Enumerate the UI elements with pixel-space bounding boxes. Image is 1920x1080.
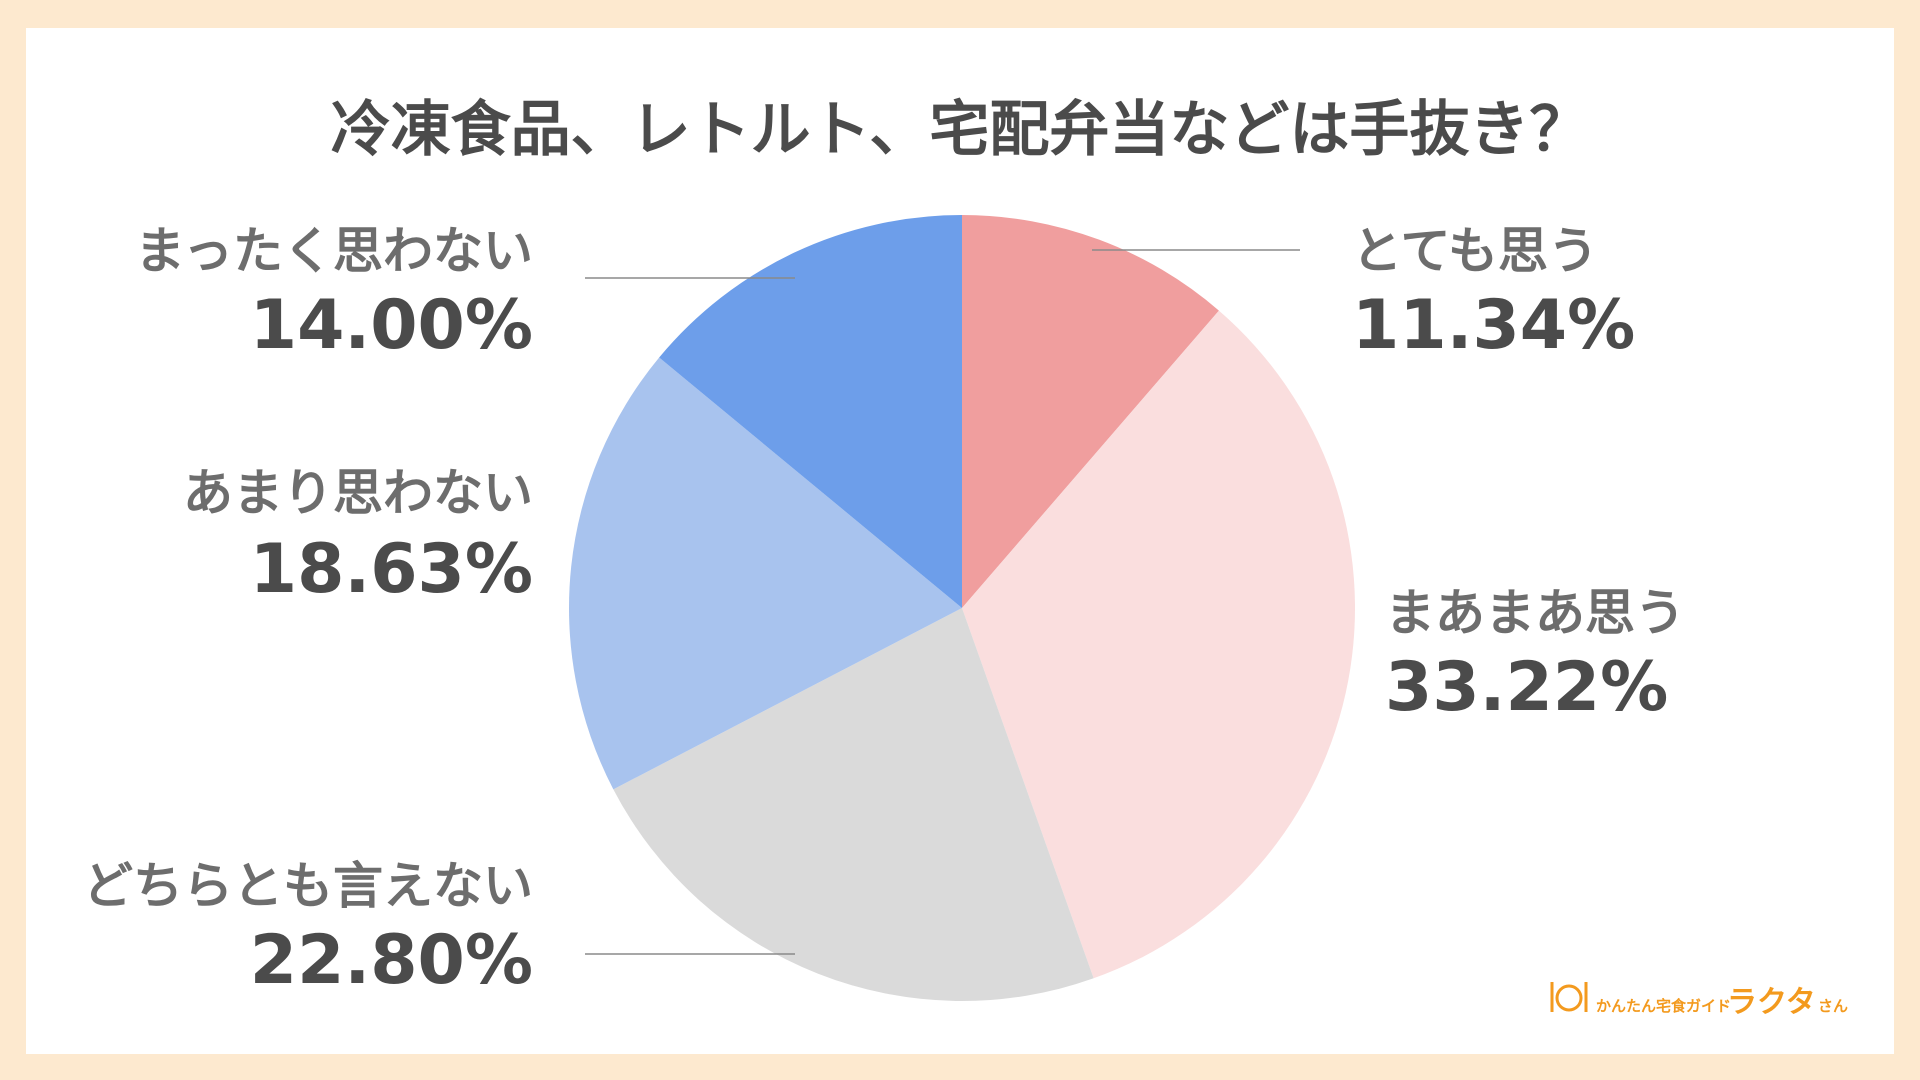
leader-lines [585,249,1300,955]
logo: かんたん宅食ガイド ラクタ さん [1550,982,1848,1020]
pie-slice-5 [659,215,962,608]
slice-value-5: 14.00% [250,286,533,365]
pie-slice-4 [569,357,962,790]
slice-label-1: とても思う [1352,222,1598,280]
chart-title: 冷凍食品、レトルト、宅配弁当などは手抜き？ [331,95,1590,165]
slice-value-3: 22.80% [250,921,533,1000]
pie-slice-1 [962,215,1219,608]
pie-slice-2 [962,310,1355,979]
slice-value-4: 18.63% [250,530,533,609]
plate-cutlery-icon [1550,982,1588,1012]
slice-label-4: あまり思わない [183,464,533,522]
logo-tagline: かんたん宅食ガイド [1596,997,1731,1015]
slice-labels: とても思う 11.34% まあまあ思う 33.22% どちらとも言えない 22.80% あま… [83,222,1685,1000]
pie-slice-3 [613,608,1094,1001]
logo-name: ラクタ [1727,985,1816,1020]
slice-label-3: どちらとも言えない [83,857,533,915]
slice-value-2: 33.22% [1385,648,1668,727]
logo-suffix: さん [1818,997,1848,1015]
slice-label-5: まったく思わない [135,222,533,280]
pie-slices [569,215,1355,1001]
slice-label-2: まあまあ思う [1385,584,1685,642]
slice-value-1: 11.34% [1352,286,1635,365]
